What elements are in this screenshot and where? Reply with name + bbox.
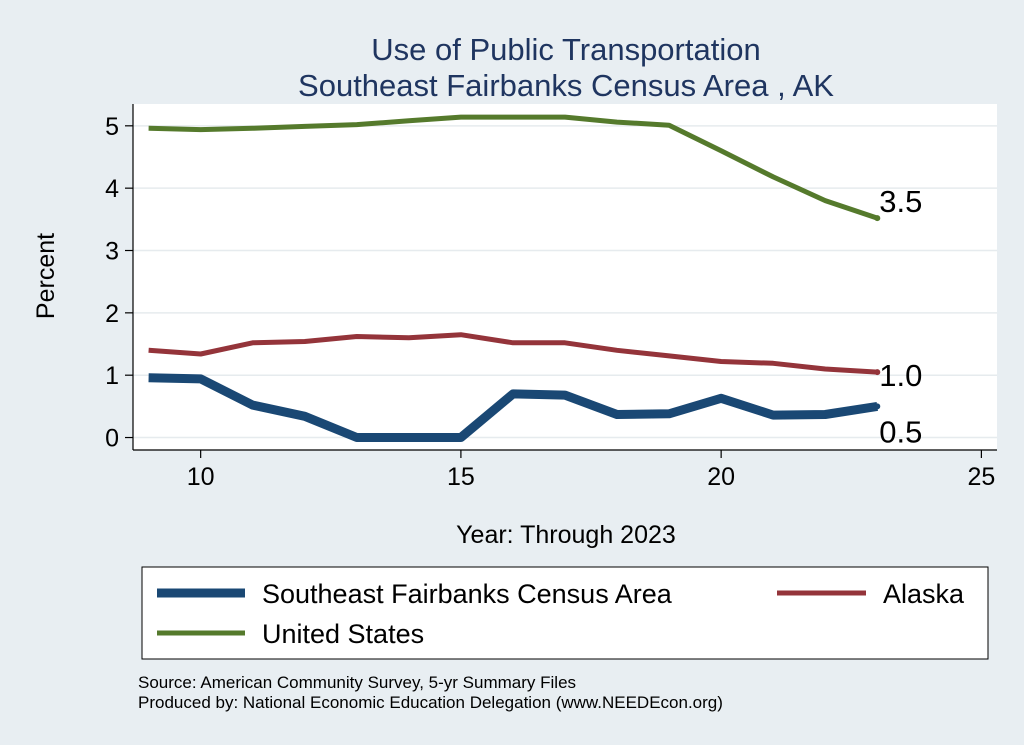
y-axis-label: Percent [32,233,60,319]
x-tick-label: 15 [447,463,475,491]
chart-subtitle: Southeast Fairbanks Census Area , AK [298,68,834,103]
series-line-southeast-fairbanks [148,373,878,442]
chart-title: Use of Public Transportation [371,32,760,67]
legend: Southeast Fairbanks Census Area Alaska U… [141,566,989,660]
end-label-southeast-fairbanks: 0.5 [879,414,922,449]
end-point-alaska [874,369,881,376]
legend-label-alaska: Alaska [883,579,965,609]
x-tick-label: 20 [707,463,735,491]
y-tick-label: 1 [105,362,119,390]
gridlines [133,125,997,439]
end-point-united-states [874,215,881,222]
x-axis-label: Year: Through 2023 [456,521,676,549]
axes: 0 1 2 3 4 5 10 15 20 25 [105,104,997,491]
y-tick-label: 4 [105,175,119,203]
x-tick-label: 10 [187,463,215,491]
series-line-alaska [148,332,878,375]
series-line-united-states [148,114,879,221]
y-tick-label: 0 [105,425,119,453]
end-label-alaska: 1.0 [879,358,922,393]
legend-label-southeast-fairbanks: Southeast Fairbanks Census Area [262,579,673,609]
x-tick-label: 25 [967,463,995,491]
end-point-southeast-fairbanks [874,403,881,410]
end-labels: 0.5 1.0 3.5 [879,184,922,449]
legend-box [141,566,989,660]
y-tick-label: 3 [105,238,119,266]
legend-label-united-states: United States [262,619,424,649]
series-lines [148,114,881,442]
produced-by-note: Produced by: National Economic Education… [138,693,723,712]
end-label-united-states: 3.5 [879,184,922,219]
source-note: Source: American Community Survey, 5-yr … [138,673,576,692]
y-tick-label: 2 [105,300,119,328]
y-tick-label: 5 [105,113,119,141]
